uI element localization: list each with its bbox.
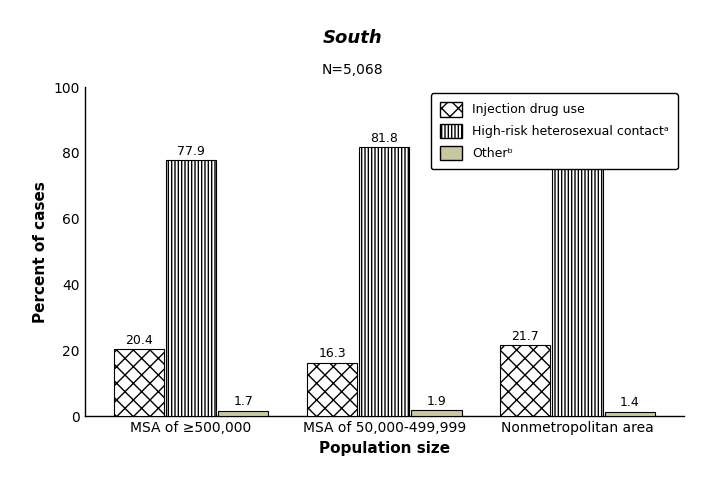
Legend: Injection drug use, High-risk heterosexual contactᵃ, Otherᵇ: Injection drug use, High-risk heterosexu…: [431, 93, 678, 169]
Text: N=5,068: N=5,068: [321, 63, 384, 77]
Y-axis label: Percent of cases: Percent of cases: [33, 181, 48, 323]
Bar: [218, 410, 268, 416]
Text: 81.8: 81.8: [370, 132, 398, 145]
Text: 1.7: 1.7: [233, 395, 253, 408]
Text: 76.9: 76.9: [564, 148, 591, 161]
Bar: [307, 363, 357, 416]
Text: 21.7: 21.7: [511, 330, 539, 343]
Bar: [553, 163, 603, 416]
Text: 1.9: 1.9: [427, 394, 446, 408]
Bar: [166, 160, 216, 416]
Bar: [114, 349, 164, 416]
Text: 16.3: 16.3: [318, 348, 346, 360]
Text: 20.4: 20.4: [125, 334, 152, 347]
Bar: [605, 411, 655, 416]
X-axis label: Population size: Population size: [319, 440, 450, 455]
Bar: [411, 410, 462, 416]
Bar: [501, 345, 551, 416]
Text: 1.4: 1.4: [620, 396, 639, 409]
Text: South: South: [323, 29, 382, 47]
Bar: [359, 147, 410, 416]
Text: 77.9: 77.9: [177, 145, 205, 158]
